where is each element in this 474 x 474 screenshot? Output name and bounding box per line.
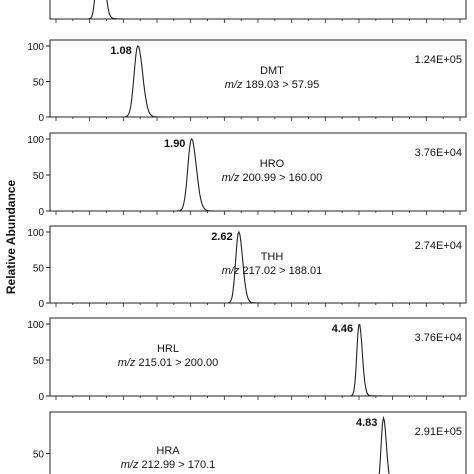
y-tick-label: 0 <box>38 207 44 218</box>
peak-trace <box>67 323 460 397</box>
y-tick-label: 100 <box>27 320 44 331</box>
mz-prefix: m/z <box>222 265 243 277</box>
transition-value: 217.02 > 188.01 <box>242 265 322 277</box>
y-tick-label: 100 <box>27 135 44 146</box>
transition-label: m/z 217.02 > 188.01 <box>222 265 323 277</box>
compound-name: HRA <box>156 445 180 457</box>
retention-time-label: 4.83 <box>356 417 377 429</box>
transition-label: m/z 215.01 > 200.00 <box>118 357 219 369</box>
panel-thh: 100 50 0 2.62 2.74E+04 THH m/z 217.02 > 188.01 <box>27 225 467 310</box>
intensity-label: 2.91E+05 <box>415 426 462 438</box>
panel-frame <box>49 0 467 20</box>
y-tick-label: 50 <box>33 264 45 275</box>
y-tick-label: 50 <box>33 450 45 461</box>
y-tick-label: 50 <box>33 78 45 89</box>
peak-trace <box>67 230 460 304</box>
y-tick-label: 50 <box>33 356 45 367</box>
peak-trace <box>67 0 460 20</box>
compound-name: THH <box>261 251 284 263</box>
transition-value: 215.01 > 200.00 <box>138 357 218 369</box>
panel-hro: 100 50 0 1.90 3.76E+04 HRO m/z 200.99 > 160.00 <box>27 132 467 218</box>
peak-trace <box>67 45 460 118</box>
mz-prefix: m/z <box>225 79 246 91</box>
peak-trace <box>67 138 460 212</box>
retention-time-label: 4.46 <box>332 323 353 335</box>
compound-name: HRL <box>157 343 179 355</box>
y-axis-label: Relative Abundance <box>4 180 18 295</box>
panel-dmt: 100 50 0 1.08 1.24E+05 DMT m/z 189.03 > 57.95 <box>27 39 467 124</box>
intensity-label: 2.74E+04 <box>415 240 462 252</box>
y-tick-label: 0 <box>38 392 44 403</box>
intensity-label: 3.76E+04 <box>415 147 462 159</box>
mz-prefix: m/z <box>118 357 139 369</box>
intensity-label: 1.24E+05 <box>415 54 462 66</box>
retention-time-label: 1.08 <box>110 45 131 57</box>
y-tick-label: 50 <box>33 171 45 182</box>
mz-prefix: m/z <box>222 172 243 184</box>
transition-label: m/z 212.99 > 170.1 <box>121 459 216 471</box>
y-tick-label: 100 <box>27 228 44 239</box>
mz-prefix: m/z <box>121 459 142 471</box>
panel-frame <box>49 411 467 474</box>
y-tick-label: 100 <box>27 42 44 53</box>
transition-label: m/z 200.99 > 160.00 <box>222 172 323 184</box>
retention-time-label: 1.90 <box>164 138 185 150</box>
transition-label: m/z 189.03 > 57.95 <box>225 79 320 91</box>
retention-time-label: 2.62 <box>211 231 232 243</box>
transition-value: 212.99 > 170.1 <box>142 459 216 471</box>
compound-name: HRO <box>260 158 285 170</box>
y-tick-label: 0 <box>38 299 44 310</box>
panel-hrl: 100 50 0 4.46 3.76E+04 HRL m/z 215.01 > 200.00 <box>27 317 467 403</box>
compound-name: DMT <box>260 65 284 77</box>
y-tick-label: 0 <box>38 113 44 124</box>
transition-value: 189.03 > 57.95 <box>246 79 320 91</box>
transition-value: 200.99 > 160.00 <box>242 172 322 184</box>
panel-frame <box>49 317 467 397</box>
panel-top <box>49 0 467 23</box>
intensity-label: 3.76E+04 <box>415 332 462 344</box>
